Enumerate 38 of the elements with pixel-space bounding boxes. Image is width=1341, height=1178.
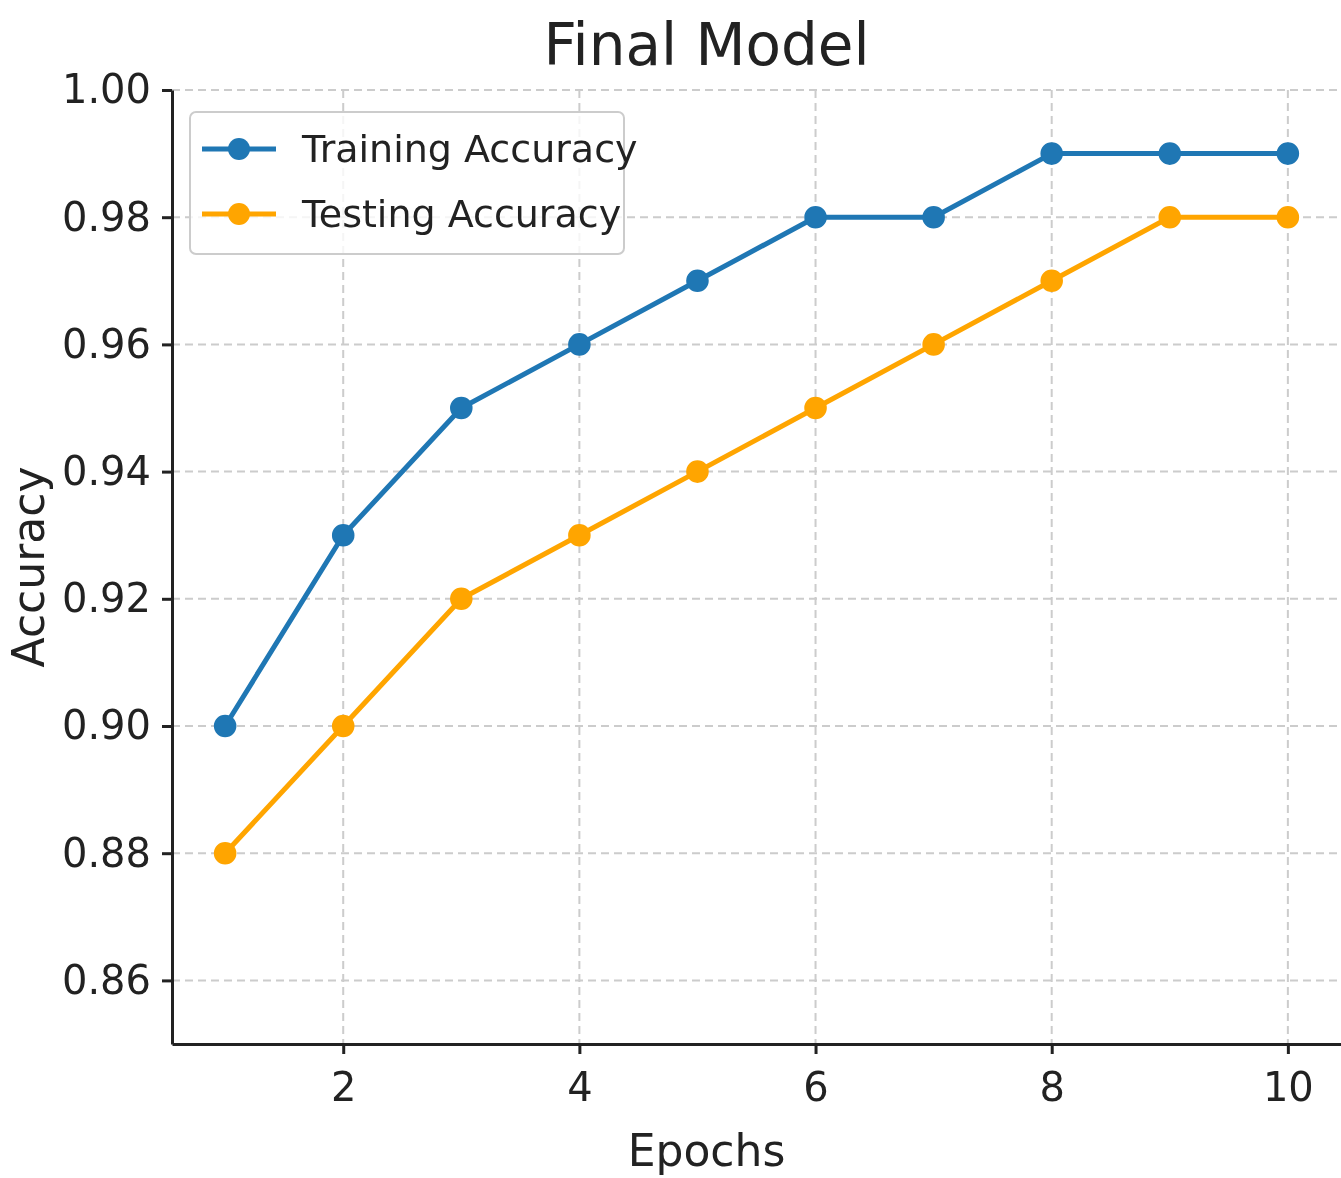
point bbox=[686, 269, 709, 293]
point bbox=[804, 205, 827, 229]
point bbox=[331, 523, 355, 547]
point bbox=[450, 587, 473, 611]
y-tick-label: 0.86 bbox=[61, 956, 151, 1003]
point bbox=[331, 714, 355, 738]
point bbox=[922, 205, 945, 229]
x-tick-label: 10 bbox=[1262, 1064, 1314, 1110]
x-tick-label: 2 bbox=[330, 1064, 357, 1110]
y-tick-label: 0.98 bbox=[61, 193, 151, 240]
point bbox=[1276, 142, 1300, 165]
y-tick-label: 0.92 bbox=[61, 575, 151, 622]
x-tick-label: 8 bbox=[1039, 1064, 1065, 1110]
point bbox=[450, 396, 473, 420]
point bbox=[922, 333, 945, 356]
point bbox=[568, 333, 591, 356]
point bbox=[213, 841, 237, 865]
point bbox=[686, 460, 709, 483]
y-tick-label: 0.94 bbox=[61, 447, 151, 494]
y-tick-label: 0.96 bbox=[61, 320, 151, 367]
point bbox=[1040, 269, 1063, 293]
x-axis-title: Epochs bbox=[627, 1125, 786, 1176]
y-tick-label: 0.88 bbox=[61, 829, 151, 876]
legend-label: Training Accuracy bbox=[301, 127, 638, 172]
y-tick-label: 0.90 bbox=[61, 702, 151, 749]
x-tick-label: 6 bbox=[803, 1064, 829, 1110]
point bbox=[213, 714, 237, 738]
legend-label: Testing Accuracy bbox=[301, 192, 622, 237]
point bbox=[1158, 205, 1182, 229]
point bbox=[1040, 142, 1063, 165]
x-tick-label: 4 bbox=[567, 1064, 593, 1110]
point bbox=[804, 396, 827, 420]
y-axis-title: Accuracy bbox=[3, 466, 54, 668]
y-tick-label: 1.00 bbox=[61, 66, 151, 113]
point bbox=[1276, 205, 1300, 229]
point bbox=[1158, 142, 1182, 165]
point bbox=[568, 523, 591, 547]
chart-title: Final Model bbox=[543, 11, 870, 79]
